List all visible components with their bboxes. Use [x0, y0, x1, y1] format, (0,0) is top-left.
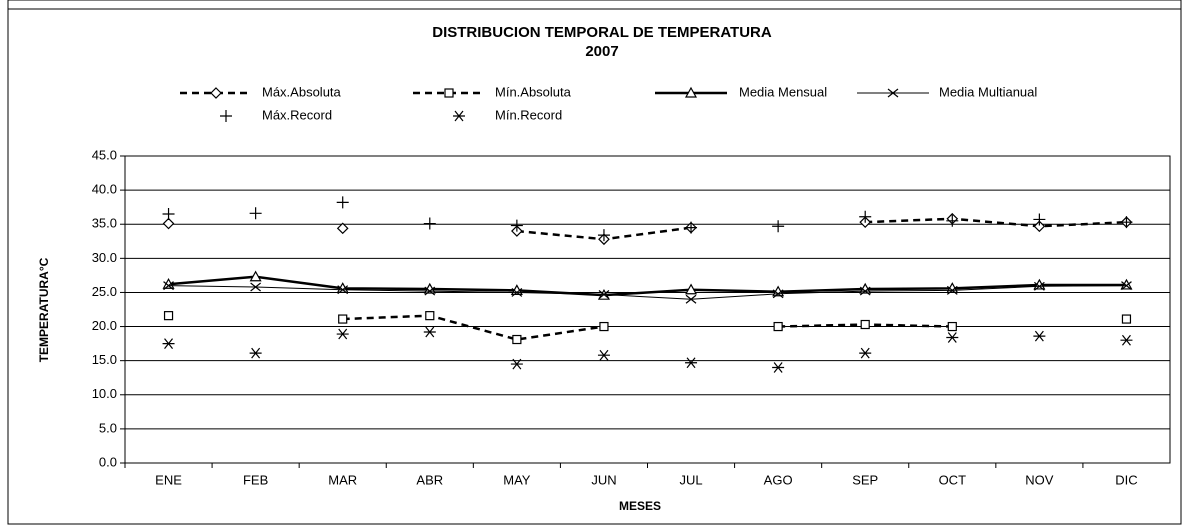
data-point — [1120, 334, 1133, 346]
data-point — [1033, 213, 1046, 226]
data-point — [597, 229, 610, 242]
legend-marker — [887, 88, 899, 98]
legend-marker — [453, 110, 465, 122]
y-tick-label: 45.0 — [92, 147, 117, 162]
legend-marker — [444, 88, 454, 98]
chart-title: DISTRIBUCION TEMPORAL DE TEMPERATURA — [432, 24, 772, 41]
series-line — [168, 285, 1127, 300]
y-tick-label: 30.0 — [92, 250, 117, 265]
data-point — [510, 219, 523, 232]
data-point — [946, 214, 959, 227]
data-point — [512, 334, 522, 345]
y-tick-label: 20.0 — [92, 318, 117, 333]
x-tick-label: ABR — [416, 472, 443, 487]
x-tick-label: AGO — [764, 472, 793, 487]
data-point — [772, 220, 785, 233]
legend-label: Mín.Absoluta — [495, 84, 572, 99]
data-point — [162, 207, 175, 220]
x-tick-label: ENE — [155, 472, 182, 487]
legend-label: Máx.Record — [262, 107, 332, 122]
data-point — [336, 328, 349, 340]
y-axis-label: TEMPERATURA°C — [37, 257, 51, 362]
series-line — [343, 316, 1127, 340]
data-point — [859, 347, 872, 359]
data-point — [946, 332, 959, 343]
data-point — [1120, 216, 1133, 229]
legend-label: Mín.Record — [495, 107, 562, 122]
y-tick-label: 25.0 — [92, 284, 117, 299]
data-point — [598, 290, 610, 299]
legend-label: Máx.Absoluta — [262, 84, 342, 99]
data-point — [947, 321, 957, 332]
data-point — [163, 281, 174, 291]
data-point — [249, 270, 262, 282]
y-tick-label: 35.0 — [92, 216, 117, 231]
data-point — [162, 217, 175, 230]
x-tick-label: DIC — [1115, 472, 1137, 487]
data-point — [859, 210, 872, 223]
chart-subtitle: 2007 — [585, 43, 618, 60]
data-point — [338, 314, 348, 324]
data-point — [1034, 281, 1045, 291]
data-point — [250, 282, 261, 292]
data-point — [685, 294, 697, 304]
data-point — [249, 347, 262, 359]
legend-label: Media Multianual — [939, 84, 1037, 99]
data-point — [162, 338, 175, 349]
data-point — [685, 221, 698, 234]
data-point — [336, 222, 349, 235]
chart-frame — [7, 8, 1182, 525]
data-point — [337, 285, 349, 295]
x-tick-label: NOV — [1025, 472, 1054, 487]
y-tick-label: 5.0 — [99, 420, 117, 435]
data-point — [336, 196, 349, 209]
series-line — [168, 275, 1127, 297]
data-point — [1120, 278, 1133, 290]
data-point — [1121, 314, 1132, 324]
data-point — [423, 217, 436, 230]
plot-area — [124, 155, 1171, 464]
data-point — [424, 286, 436, 296]
data-point — [1033, 330, 1046, 342]
data-point — [773, 321, 783, 332]
legend-marker — [684, 86, 698, 98]
data-point — [860, 319, 870, 330]
data-point — [599, 321, 609, 332]
x-axis-label: MESES — [619, 499, 661, 513]
data-point — [685, 283, 698, 295]
x-tick-label: OCT — [939, 472, 967, 487]
data-point — [249, 207, 262, 220]
data-point — [859, 286, 871, 296]
top-frame — [7, 0, 1182, 10]
data-point — [772, 289, 784, 299]
data-point — [163, 311, 174, 321]
data-point — [510, 358, 523, 370]
data-point — [946, 285, 958, 295]
data-point — [597, 349, 610, 361]
x-tick-label: JUL — [679, 472, 702, 487]
series-line — [516, 217, 1127, 241]
data-point — [772, 362, 785, 373]
y-tick-label: 10.0 — [92, 386, 117, 401]
data-point — [685, 357, 698, 369]
data-point — [511, 287, 523, 297]
y-tick-label: 15.0 — [92, 352, 117, 367]
y-tick-label: 40.0 — [92, 182, 117, 197]
x-tick-label: FEB — [243, 472, 268, 487]
data-point — [1033, 220, 1046, 233]
y-tick-label: 0.0 — [99, 454, 117, 469]
x-tick-label: SEP — [852, 472, 878, 487]
legend-marker — [220, 110, 232, 122]
x-tick-label: MAY — [503, 472, 531, 487]
x-tick-label: JUN — [591, 472, 616, 487]
data-point — [423, 326, 436, 338]
data-point — [1121, 281, 1132, 291]
data-point — [425, 311, 435, 321]
legend-marker — [210, 87, 222, 99]
x-tick-label: MAR — [328, 472, 357, 487]
legend-label: Media Mensual — [739, 84, 827, 99]
